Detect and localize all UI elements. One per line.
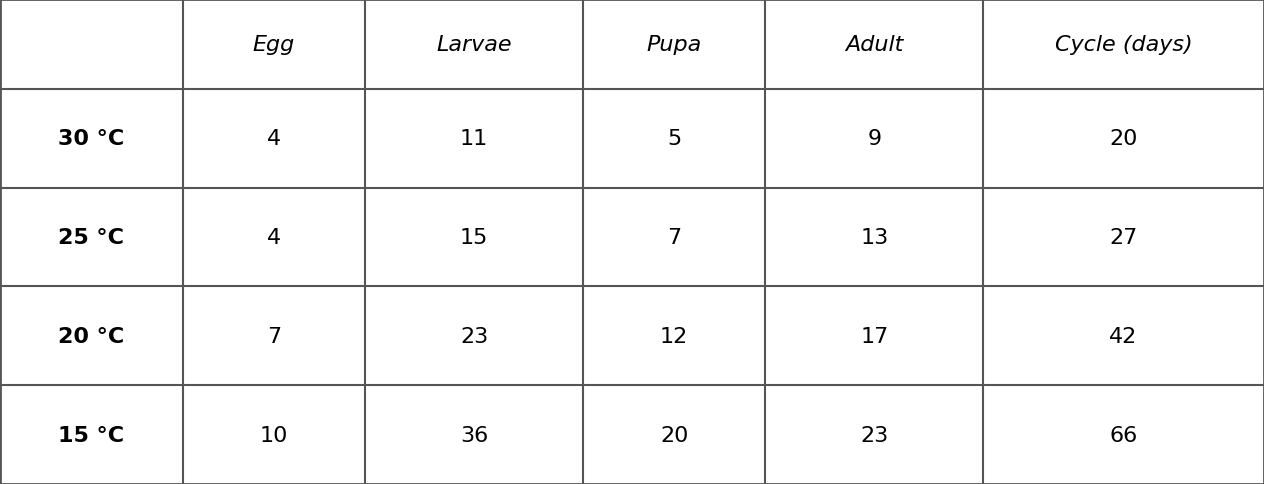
Text: Larvae: Larvae xyxy=(436,35,512,55)
Text: 13: 13 xyxy=(860,227,889,247)
Text: Egg: Egg xyxy=(253,35,295,55)
Text: 4: 4 xyxy=(267,227,281,247)
Text: 12: 12 xyxy=(660,326,689,346)
Text: 30 °C: 30 °C xyxy=(58,129,124,149)
Text: 5: 5 xyxy=(667,129,681,149)
Text: 23: 23 xyxy=(860,425,889,445)
Text: Adult: Adult xyxy=(846,35,904,55)
Text: 11: 11 xyxy=(460,129,488,149)
Text: 17: 17 xyxy=(860,326,889,346)
Text: 25 °C: 25 °C xyxy=(58,227,124,247)
Text: 9: 9 xyxy=(867,129,881,149)
Text: 4: 4 xyxy=(267,129,281,149)
Text: 20 °C: 20 °C xyxy=(58,326,124,346)
Text: 20: 20 xyxy=(1110,129,1138,149)
Text: Pupa: Pupa xyxy=(646,35,702,55)
Text: 7: 7 xyxy=(667,227,681,247)
Text: 42: 42 xyxy=(1110,326,1138,346)
Text: 15 °C: 15 °C xyxy=(58,425,124,445)
Text: 27: 27 xyxy=(1110,227,1138,247)
Text: 15: 15 xyxy=(460,227,488,247)
Text: 20: 20 xyxy=(660,425,689,445)
Text: 36: 36 xyxy=(460,425,488,445)
Text: 7: 7 xyxy=(267,326,281,346)
Text: Cycle (days): Cycle (days) xyxy=(1054,35,1192,55)
Text: 23: 23 xyxy=(460,326,488,346)
Text: 10: 10 xyxy=(259,425,288,445)
Text: 66: 66 xyxy=(1110,425,1138,445)
